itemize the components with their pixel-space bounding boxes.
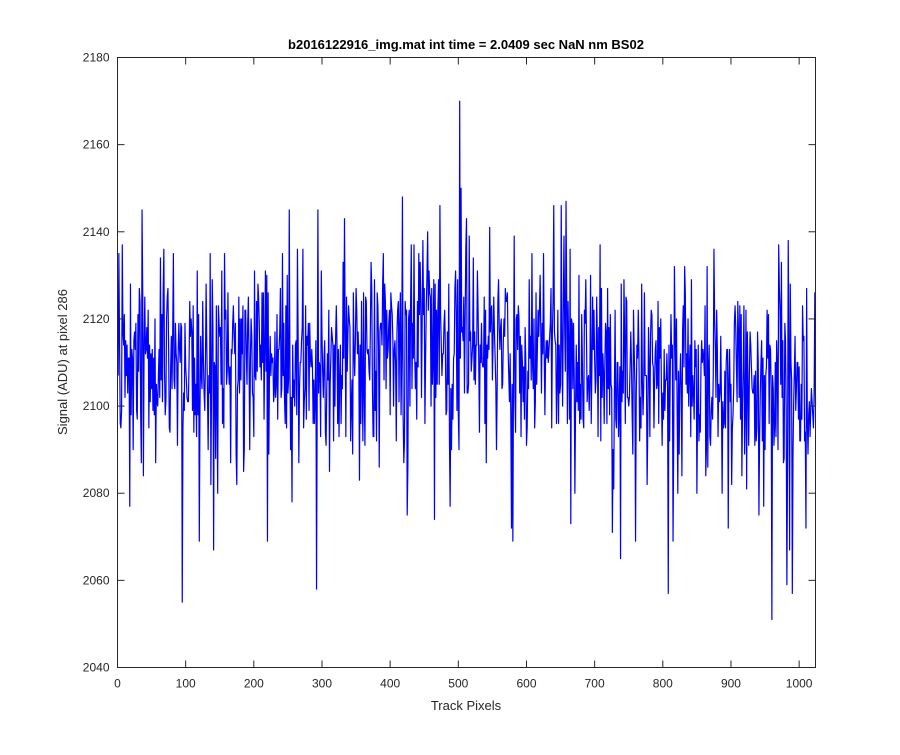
- x-tick-label: 500: [448, 677, 468, 691]
- axes-box: [117, 57, 816, 668]
- x-tick-label: 400: [380, 677, 400, 691]
- x-tick-label: 100: [176, 677, 196, 691]
- y-tick-label: 2120: [83, 312, 110, 326]
- series-layer: [117, 100, 817, 621]
- y-tick-label: 2140: [83, 225, 110, 239]
- x-tick-label: 200: [244, 677, 264, 691]
- x-axis: 0 100 200 300 400 500 600 700 800 900 1000: [114, 57, 813, 691]
- chart-title: b2016122916_img.mat int time = 2.0409 se…: [288, 37, 644, 52]
- y-tick-label: 2180: [83, 51, 110, 65]
- y-tick-label: 2060: [83, 573, 110, 587]
- x-tick-label: 800: [653, 677, 673, 691]
- x-tick-label: 700: [585, 677, 605, 691]
- y-tick-label: 2080: [83, 486, 110, 500]
- x-tick-label: 0: [114, 677, 121, 691]
- x-tick-label: 300: [312, 677, 332, 691]
- y-axis: 2040 2060 2080 2100 2120 2140 2160 2180: [83, 51, 816, 675]
- y-tick-label: 2040: [83, 661, 110, 675]
- y-axis-label: Signal (ADU) at pixel 286: [55, 289, 70, 435]
- y-tick-label: 2100: [83, 399, 110, 413]
- series-line-0: [117, 100, 817, 621]
- x-tick-label: 1000: [786, 677, 813, 691]
- x-tick-label: 600: [516, 677, 536, 691]
- y-tick-label: 2160: [83, 138, 110, 152]
- x-axis-label: Track Pixels: [431, 698, 502, 713]
- x-tick-label: 900: [721, 677, 741, 691]
